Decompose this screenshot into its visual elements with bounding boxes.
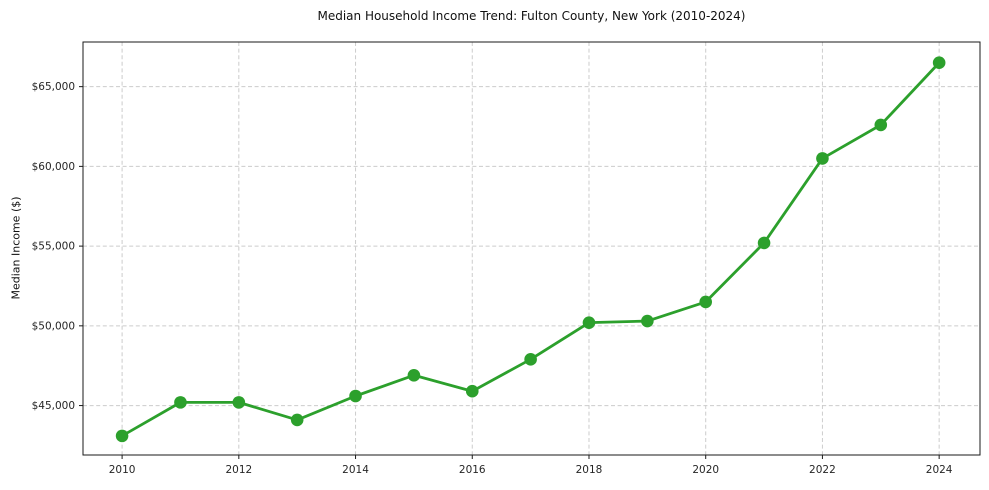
data-point bbox=[115, 429, 129, 443]
x-tick-label: 2022 bbox=[809, 464, 836, 476]
data-point bbox=[524, 353, 537, 366]
y-tick-label: $60,000 bbox=[32, 161, 75, 173]
chart-title: Median Household Income Trend: Fulton Co… bbox=[317, 9, 746, 23]
data-point bbox=[349, 389, 362, 403]
x-tick-label: 2024 bbox=[926, 464, 953, 476]
data-point bbox=[290, 413, 304, 427]
y-tick-label: $55,000 bbox=[32, 241, 75, 253]
data-point bbox=[582, 316, 596, 329]
data-point bbox=[757, 236, 771, 250]
x-tick-label: 2016 bbox=[459, 464, 486, 476]
data-point bbox=[699, 295, 713, 309]
x-tick-label: 2018 bbox=[576, 464, 603, 476]
x-tick-label: 2014 bbox=[342, 464, 369, 476]
data-point bbox=[816, 152, 829, 165]
x-tick-label: 2020 bbox=[692, 464, 719, 476]
data-point bbox=[641, 314, 654, 328]
x-tick-label: 2010 bbox=[109, 464, 136, 476]
y-tick-label: $45,000 bbox=[32, 400, 75, 412]
data-point bbox=[874, 118, 888, 132]
plot-frame bbox=[82, 41, 981, 456]
x-tick-label: 2012 bbox=[225, 464, 252, 476]
data-point bbox=[174, 396, 187, 409]
data-point bbox=[232, 396, 246, 409]
y-tick-label: $65,000 bbox=[32, 81, 75, 93]
data-point bbox=[932, 56, 946, 70]
data-point bbox=[407, 368, 421, 382]
data-point bbox=[465, 384, 479, 398]
y-tick-label: $50,000 bbox=[32, 320, 75, 332]
trend-line bbox=[120, 61, 941, 438]
